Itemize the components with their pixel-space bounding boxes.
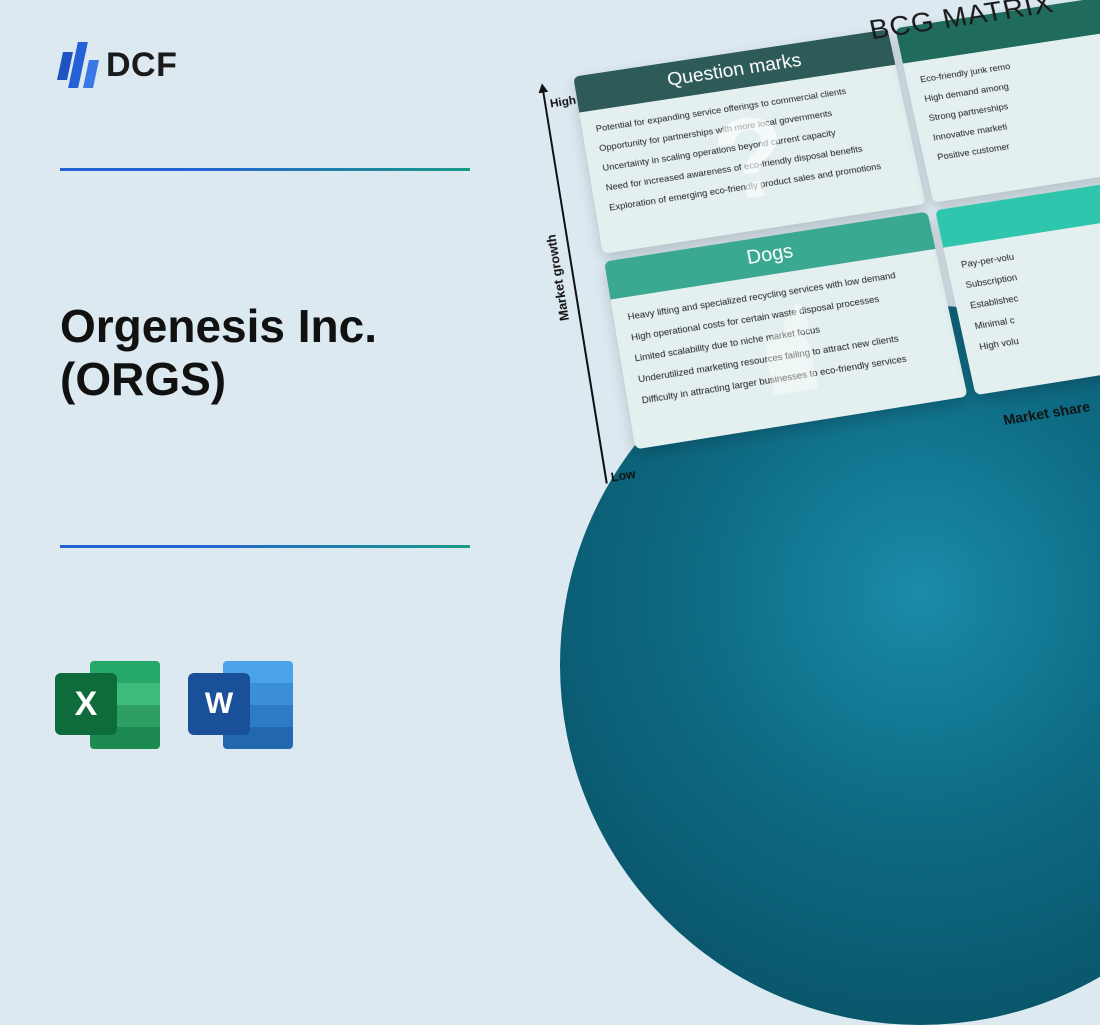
word-badge: W xyxy=(188,673,250,735)
word-icon[interactable]: W xyxy=(188,655,293,755)
company-title: Orgenesis Inc. (ORGS) xyxy=(60,300,377,406)
y-tick-high: High xyxy=(549,93,577,110)
excel-icon[interactable]: X xyxy=(55,655,160,755)
divider-top xyxy=(60,168,470,171)
logo-bars-icon xyxy=(60,42,96,88)
brand-logo: DCF xyxy=(60,42,177,88)
brand-name: DCF xyxy=(106,46,177,85)
divider-bottom xyxy=(60,545,470,548)
excel-badge: X xyxy=(55,673,117,735)
y-axis-arrow-icon xyxy=(537,83,548,94)
file-icons: X W xyxy=(55,655,293,755)
company-name-line: Orgenesis Inc. (ORGS) xyxy=(60,300,377,405)
bcg-matrix: BCG MATRIX High Low Market growth Market… xyxy=(541,0,1100,455)
